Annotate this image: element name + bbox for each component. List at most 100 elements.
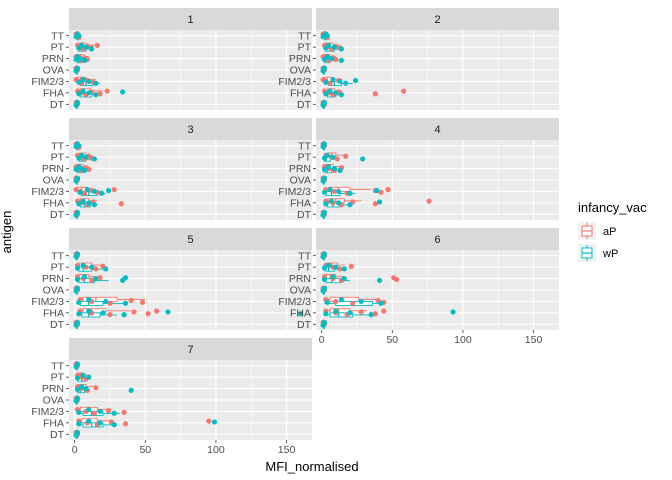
data-point bbox=[343, 80, 349, 86]
data-point bbox=[97, 408, 103, 415]
data-point bbox=[331, 165, 337, 172]
data-point bbox=[79, 152, 85, 158]
x-tick-label: 150 bbox=[525, 334, 543, 346]
box-body bbox=[329, 312, 354, 318]
data-point bbox=[326, 262, 332, 268]
y-tick-label: DT bbox=[297, 319, 312, 331]
data-point bbox=[321, 99, 328, 106]
data-point bbox=[372, 91, 378, 97]
data-point bbox=[372, 311, 378, 317]
data-point bbox=[321, 285, 328, 291]
x-tick-label: 100 bbox=[207, 444, 225, 456]
data-point bbox=[321, 209, 328, 216]
data-point bbox=[120, 89, 126, 95]
data-point bbox=[77, 55, 83, 62]
data-point bbox=[330, 274, 336, 280]
data-point bbox=[331, 44, 337, 50]
data-point bbox=[450, 309, 456, 315]
data-point bbox=[211, 419, 218, 425]
y-tick-label: PT bbox=[298, 262, 312, 274]
y-tick-label: FHA bbox=[43, 307, 64, 319]
data-point bbox=[97, 91, 103, 97]
data-point bbox=[79, 42, 85, 48]
data-point bbox=[206, 418, 212, 424]
legend-label: aP bbox=[603, 226, 616, 238]
data-point bbox=[74, 386, 81, 393]
data-point bbox=[321, 166, 328, 173]
data-point bbox=[93, 92, 99, 98]
data-point bbox=[107, 300, 113, 306]
data-point bbox=[334, 156, 340, 162]
data-point bbox=[122, 275, 129, 281]
data-point bbox=[76, 421, 82, 427]
data-point bbox=[376, 277, 383, 283]
y-tick-label: FHA bbox=[290, 307, 311, 319]
y-tick-label: OVA bbox=[43, 285, 64, 297]
y-tick-label: PT bbox=[51, 42, 65, 54]
y-tick-label: FHA bbox=[43, 417, 64, 429]
y-tick-label: DT bbox=[50, 99, 65, 111]
data-point bbox=[91, 188, 98, 195]
data-point bbox=[139, 299, 146, 305]
facet-strip-label: 4 bbox=[434, 124, 440, 136]
data-point bbox=[337, 266, 343, 272]
data-point bbox=[100, 310, 106, 316]
x-tick-label: 0 bbox=[319, 334, 325, 346]
data-point bbox=[323, 91, 329, 97]
data-point bbox=[86, 407, 92, 413]
y-axis-title: antigen bbox=[0, 211, 14, 254]
data-point bbox=[321, 265, 328, 271]
x-tick-label: 0 bbox=[72, 444, 78, 456]
data-point bbox=[323, 79, 329, 85]
data-point bbox=[328, 55, 335, 62]
data-point bbox=[321, 175, 328, 181]
data-point bbox=[327, 80, 333, 86]
data-point bbox=[333, 298, 339, 305]
data-point bbox=[89, 46, 95, 52]
y-tick-label: PRN bbox=[42, 383, 64, 395]
facet-strip-label: 2 bbox=[434, 14, 440, 26]
data-point bbox=[79, 384, 85, 390]
x-tick-label: 150 bbox=[278, 444, 296, 456]
data-point bbox=[128, 387, 134, 393]
data-point bbox=[341, 275, 347, 282]
data-point bbox=[103, 266, 109, 272]
data-point bbox=[81, 274, 88, 280]
data-point bbox=[91, 410, 98, 416]
y-tick-label: FIM2/3 bbox=[31, 406, 64, 418]
data-point bbox=[323, 311, 329, 317]
data-point bbox=[118, 201, 124, 207]
data-point bbox=[128, 297, 134, 304]
data-point bbox=[80, 198, 86, 204]
data-point bbox=[81, 190, 88, 196]
x-axis-title: MFI_normalised bbox=[265, 459, 358, 474]
data-point bbox=[330, 154, 336, 160]
data-point bbox=[324, 33, 330, 39]
data-point bbox=[331, 188, 337, 195]
data-point bbox=[378, 189, 384, 195]
y-tick-label: OVA bbox=[290, 285, 311, 297]
data-point bbox=[74, 175, 81, 181]
data-point bbox=[121, 409, 127, 415]
data-point bbox=[73, 187, 79, 193]
y-tick-label: PRN bbox=[42, 273, 64, 285]
data-point bbox=[107, 312, 113, 318]
data-point bbox=[111, 187, 117, 193]
data-point bbox=[86, 78, 92, 85]
data-point bbox=[74, 251, 81, 257]
data-point bbox=[328, 198, 335, 204]
data-point bbox=[81, 57, 88, 63]
data-point bbox=[98, 190, 105, 196]
data-point bbox=[352, 77, 359, 84]
data-point bbox=[89, 277, 95, 283]
y-tick-label: PT bbox=[51, 372, 65, 384]
y-tick-label: PT bbox=[51, 262, 65, 274]
legend-label: wP bbox=[602, 248, 618, 260]
data-point bbox=[83, 154, 89, 160]
data-point bbox=[360, 156, 366, 162]
y-tick-label: DT bbox=[297, 99, 312, 111]
data-point bbox=[321, 141, 328, 147]
data-point bbox=[76, 79, 82, 85]
data-point bbox=[76, 299, 82, 305]
data-point bbox=[338, 46, 345, 52]
